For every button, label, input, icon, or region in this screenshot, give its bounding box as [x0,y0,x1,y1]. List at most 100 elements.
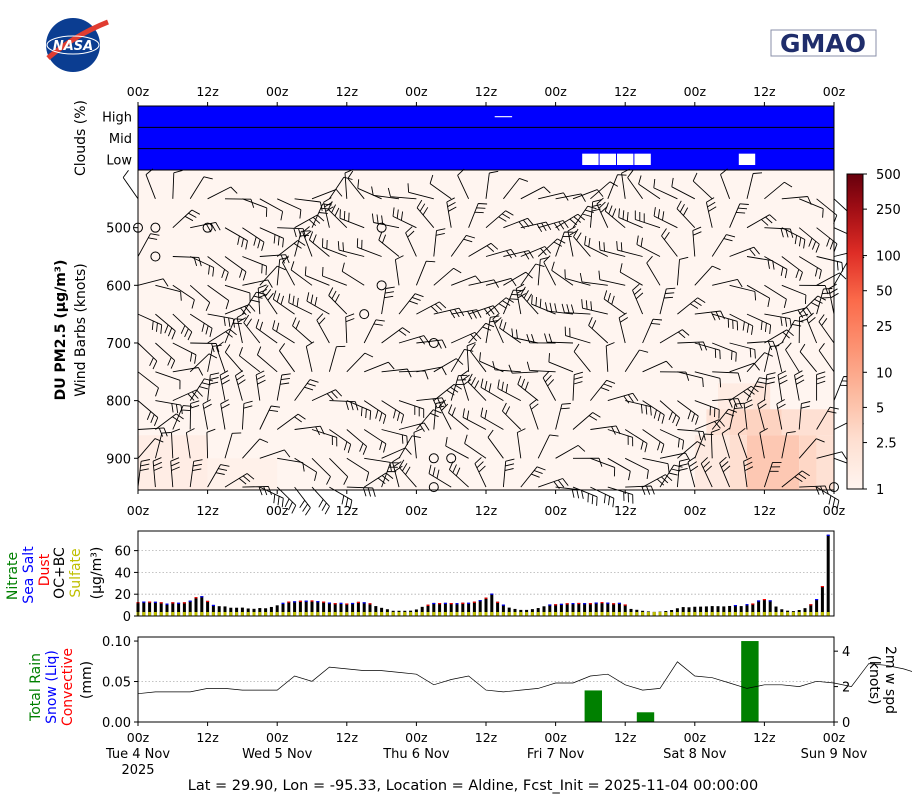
aerosol-cap-segment [617,602,621,605]
aerosol-cap-segment [432,602,436,605]
sulfate-bar-segment [293,612,297,616]
wind-barb [328,287,348,315]
sulfate-bar-segment [153,612,157,616]
bottom-time-axis-tick-label: 12z [614,730,637,745]
wind-barb [485,210,514,229]
aerosol-bar [762,599,766,616]
wind-barb [634,210,661,229]
aerosol-bar [687,607,691,616]
wind-barb [799,343,817,373]
wind-barb [407,183,434,200]
sulfate-bar-segment [751,612,755,616]
colorbar-tick-label: 50 [876,285,893,300]
cloud-level-label-low: Low [106,153,132,168]
precip-y-tick-label: 0.05 [102,676,131,691]
wind-barb [589,199,602,228]
aerosol-bar [293,601,297,616]
sulfate-bar-segment [374,612,378,616]
wind-barb [294,486,311,516]
aerosol-cap-segment [153,601,157,603]
wind-barb [776,399,786,430]
wind-barb [624,429,648,453]
wind-barb [572,189,604,200]
pressure-tick-label: 500 [106,222,131,237]
wind-barb [416,199,435,228]
sulfate-bar-segment [194,612,198,616]
wind-barb [616,241,643,257]
sulfate-bar-segment [235,612,239,616]
wind-barb [464,434,487,459]
wind-barb [272,290,295,315]
wind-barb [279,343,295,373]
aerosol-cap-segment [287,601,291,603]
wind-barb [155,371,181,390]
wind-barb [433,384,462,401]
sulfate-bar-segment [316,612,320,616]
sulfate-bar-segment [733,612,737,616]
wind-barb [503,271,533,286]
wind-barb [764,284,787,309]
wind-barb [276,486,297,514]
wind-barb [816,288,833,315]
wind-y-tick-label: 0 [842,716,850,731]
aerosol-cap-segment [194,597,198,599]
aerosol-cap-segment [600,602,604,604]
wind-barb [220,399,230,430]
wind-barb [288,293,313,315]
dust-concentration-cell [799,435,817,490]
wind-barb [451,309,482,320]
sulfate-bar-segment [525,612,529,616]
top-time-axis-tick-label: 00z [266,84,289,99]
aerosol-bar [496,601,500,616]
wind-barb [572,412,601,430]
wind-barb [242,438,269,459]
aerosol-cap-segment [484,597,488,599]
sulfate-bar-segment [461,612,465,616]
wind-barb [337,241,365,257]
calm-wind-marker [150,251,161,262]
wind-barb [764,227,794,238]
sulfate-bar-segment [339,612,343,616]
wind-barb [542,370,556,401]
wind-barb [190,221,221,233]
top-time-axis-tick-label: 00z [405,84,428,99]
wind-barb [538,220,569,231]
sulfate-bar-segment [797,612,801,616]
wind-barb [661,228,678,257]
rain-bar [636,712,655,722]
aerosol-cap-segment [438,603,442,605]
aerosol-y-tick-label: 40 [114,566,131,581]
day-label: Fri 7 Nov [527,747,585,762]
wind-barb [172,389,203,402]
aerosol-cap-segment [577,602,581,605]
calm-wind-marker [359,309,370,320]
wind-barbs [122,168,865,516]
wind-barb [607,429,634,447]
wind-barb [712,313,739,331]
wind-barb [429,174,452,200]
sulfate-bar-segment [258,612,262,616]
wind-barb [572,486,598,506]
wind-barb [433,358,464,373]
sulfate-bar-segment [612,612,616,616]
wind-barb [207,186,238,200]
sulfate-bar-segment [774,612,778,616]
day-label: Tue 4 Nov [105,747,170,762]
aerosol-cap-segment [304,600,308,602]
day-label: Wed 5 Nov [242,747,313,762]
wind-barb [224,256,247,281]
wind-barb [712,398,743,408]
wind-barb [207,344,222,372]
sulfate-bar-segment [629,612,633,616]
sulfate-bar-segment [600,612,604,616]
sulfate-bar-segment [171,612,175,616]
aerosol-cap-segment [316,601,320,603]
wind-barb [573,343,591,373]
aerosol-cap-segment [820,586,824,588]
wind-barb [596,197,609,228]
wind-barb [381,400,405,424]
wind-barb [381,462,400,488]
aerosol-bar [588,603,592,616]
aerosol-cap-segment [809,604,813,606]
colorbar-tick-label: 250 [876,203,901,218]
